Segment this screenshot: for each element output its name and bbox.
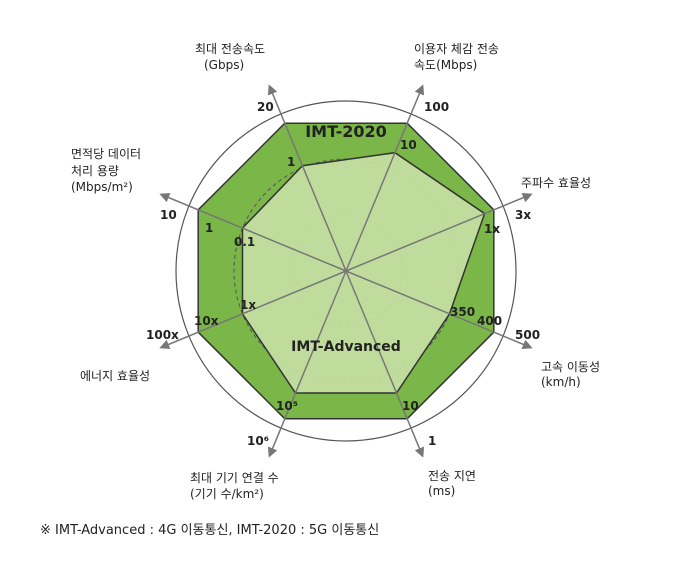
axis-label-area-traffic: 면적당 데이터 [71, 147, 141, 161]
series-title-imt-advanced: IMT-Advanced [291, 339, 401, 355]
axis-label-user-rate-2: 속도(Mbps) [414, 58, 477, 72]
tick-area-traffic-adv: 0.1 [234, 235, 255, 249]
axis-unit-connection-density: (기기 수/km²) [190, 487, 264, 501]
axis-label-spectrum-efficiency: 주파수 효율성 [521, 176, 591, 190]
tick-spectrum-2020: 3x [515, 208, 531, 222]
tick-connection-2020: 10⁶ [247, 434, 269, 448]
axis-spoke-peak-rate [267, 84, 347, 272]
tick-latency-adv: 10 [402, 399, 419, 413]
axis-label-area-traffic-2: 처리 용량 [71, 164, 119, 178]
axis-unit-mobility: (km/h) [541, 375, 581, 389]
tick-user-rate-2020: 100 [424, 100, 449, 114]
axis-spoke-latency [345, 270, 425, 458]
tick-connection-adv: 10⁵ [276, 399, 298, 413]
tick-peak-rate-adv: 1 [287, 155, 295, 169]
radar-chart: IMT-2020 IMT-Advanced 최대 전송속도 (Gbps) 이용자… [71, 42, 600, 501]
tick-area-traffic-2020: 10 [160, 208, 177, 222]
tick-area-traffic-extra: 1 [205, 221, 213, 235]
axis-unit-area-traffic: (Mbps/m²) [71, 180, 133, 194]
tick-peak-rate-2020: 20 [257, 100, 274, 114]
axis-spoke-connection-density [267, 270, 347, 458]
axis-spoke-mobility [345, 270, 533, 350]
tick-spectrum-adv: 1x [484, 222, 500, 236]
axis-label-connection-density: 최대 기기 연결 수 [190, 471, 279, 485]
axis-spoke-spectrum-efficiency [345, 192, 533, 272]
tick-latency-2020: 1 [428, 434, 436, 448]
axis-spoke-energy-efficiency [159, 270, 347, 350]
series-title-imt-2020: IMT-2020 [305, 122, 387, 141]
axis-label-latency: 전송 지연 [428, 469, 476, 483]
tick-energy-adv: 1x [240, 298, 256, 312]
axis-unit-latency: (ms) [428, 484, 455, 498]
axis-label-peak-rate: 최대 전송속도 [195, 42, 265, 56]
axis-label-user-rate: 이용자 체감 전송 [414, 42, 499, 56]
axis-spoke-area-traffic [159, 192, 347, 272]
tick-energy-2020: 100x [146, 328, 179, 342]
tick-user-rate-adv: 10 [400, 138, 417, 152]
tick-mobility-adv: 350 [450, 305, 475, 319]
tick-mobility-2020: 500 [515, 328, 540, 342]
tick-mobility-extra: 400 [477, 314, 502, 328]
axis-unit-peak-rate: (Gbps) [204, 58, 244, 72]
footnote: ※ IMT-Advanced : 4G 이동통신, IMT-2020 : 5G … [40, 523, 380, 538]
axis-label-energy-efficiency: 에너지 효율성 [80, 369, 150, 383]
axis-spoke-user-rate [345, 84, 425, 272]
axis-label-mobility: 고속 이동성 [541, 360, 600, 374]
tick-energy-extra: 10x [194, 314, 219, 328]
outer-circle [175, 100, 517, 442]
